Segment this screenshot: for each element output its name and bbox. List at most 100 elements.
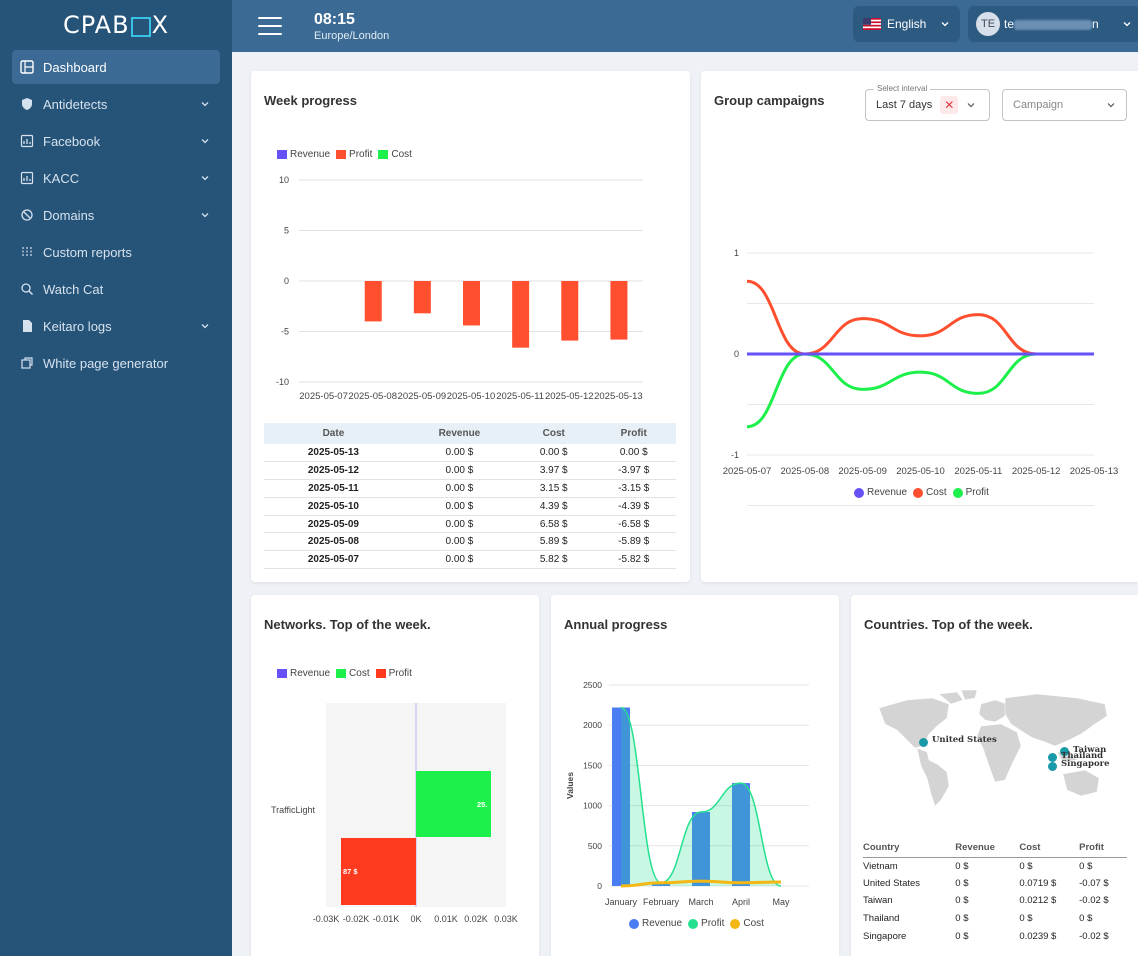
sidebar-item-keitaro-logs[interactable]: Keitaro logs [12,309,220,343]
user-menu[interactable]: TE te n [968,6,1138,42]
column-header[interactable]: Profit [1079,839,1127,858]
x-tick-label: 0K [410,914,421,924]
week-progress-card: Week progress Revenue Profit Cost 10 5 0 -5 -1… [251,71,690,582]
map-marker[interactable] [919,738,928,747]
table-cell: 0.00 $ [402,444,516,463]
table-cell: 2025-05-08 [264,532,403,552]
column-header[interactable]: Revenue [402,423,516,444]
x-tick-label: 2025-05-13 [1070,466,1119,477]
sidebar-item-watch-cat[interactable]: Watch Cat [12,272,220,306]
table-cell: -0.02 $ [1079,895,1109,907]
x-tick-label: 2025-05-10 [447,391,496,402]
clear-icon[interactable]: ✕ [940,96,959,114]
chevron-down-icon [201,324,209,329]
column-header[interactable]: Cost [1019,839,1080,858]
chevron-down-icon [967,103,975,108]
bar-revenue-3 [732,783,750,886]
table-cell: 0.00 $ [515,444,592,463]
table-row: Singapore 0 $ 0.0239 $ -0.02 $ [863,927,1127,945]
week-progress-title: Week progress [264,93,357,108]
sidebar-item-label: Keitaro logs [43,318,112,334]
chevron-down-icon [941,22,949,27]
column-header[interactable]: Cost [515,423,592,444]
legend-item-revenue[interactable]: Revenue [277,668,330,679]
sidebar-item-antidetects[interactable]: Antidetects [12,87,220,121]
legend-item-revenue[interactable]: Revenue [854,487,907,498]
legend-label: Revenue [290,668,331,679]
annual-progress-card: Annual progress 2500 2000 1500 1000 500 0 Valu… [551,595,839,956]
table-cell: 2025-05-13 [264,444,403,463]
sidebar-item-label: Antidetects [43,96,108,112]
page-generator-icon [21,357,33,369]
table-cell: 0 $ [955,913,969,925]
bar-profit-4 [512,281,530,348]
table-cell: 0 $ [1079,913,1093,925]
legend-item-revenue[interactable]: Revenue [629,918,682,929]
series-line-cost [746,279,1094,356]
column-header[interactable]: Country [863,839,956,858]
legend-item-cost[interactable]: Cost [378,149,412,160]
y-axis-label: Values [565,772,575,799]
legend-item-profit[interactable]: Profit [375,668,412,679]
legend-label: Revenue [867,487,908,498]
table-cell: -0.02 $ [1079,930,1109,942]
annual-progress-legend: Revenue Profit Cost [629,918,770,929]
sidebar: CPAB X Dashboard Antidetects Facebook KACC D… [0,0,232,956]
legend-swatch [629,918,639,929]
sidebar-item-custom-reports[interactable]: Custom reports [12,235,220,269]
legend-item-cost[interactable]: Cost [913,487,947,498]
bar-profit-6 [610,281,628,340]
map-marker[interactable] [1048,762,1057,771]
x-tick-label: April [732,897,750,907]
column-header[interactable]: Profit [591,423,676,444]
legend-label: Cost [743,918,764,929]
bar-revenue-2 [692,812,710,886]
legend-swatch [277,150,287,159]
legend-item-profit[interactable]: Profit [952,487,989,498]
table-row: 2025-05-11 0.00 $3.15 $ -3.15 $ [264,479,676,498]
table-cell: 3.15 $ [515,479,592,498]
table-cell: 0.00 $ [402,532,516,552]
table-cell: 2025-05-07 [264,550,403,570]
table-cell: 4.39 $ [515,497,592,516]
menu-toggle-icon[interactable] [258,17,282,35]
y-tick-label: 2000 [583,720,602,730]
user-name-suffix: n [1092,17,1099,31]
logo[interactable]: CPAB X [0,0,232,50]
sidebar-item-white-page-generator[interactable]: White page generator [12,346,220,380]
campaign-select[interactable]: Campaign [1002,89,1127,121]
column-header[interactable]: Revenue [955,839,1020,858]
legend-item-cost[interactable]: Cost [730,918,764,929]
legend-item-profit[interactable]: Profit [336,149,372,160]
legend-label: Cost [926,487,947,498]
sidebar-item-dashboard[interactable]: Dashboard [12,50,220,84]
language-select[interactable]: English [853,6,960,42]
table-cell: -3.15 $ [591,479,676,498]
y-tick-label: -5 [281,327,289,337]
legend-item-profit[interactable]: Profit [688,918,724,929]
sidebar-item-facebook[interactable]: Facebook [12,124,220,158]
sidebar-item-label: Facebook [43,133,101,149]
x-tick-label: -0.01K [373,914,400,924]
legend-label: Profit [701,918,725,929]
logo-text-right: X [151,11,170,39]
map-marker[interactable] [1060,747,1069,756]
x-tick-label: 2025-05-09 [398,391,447,402]
bar-profit [341,838,416,905]
map-marker[interactable] [1048,753,1057,762]
sidebar-item-kacc[interactable]: KACC [12,161,220,195]
campaign-placeholder: Campaign [1013,99,1064,111]
table-cell: 0 $ [1079,860,1093,872]
column-header[interactable]: Date [264,423,403,444]
legend-item-revenue[interactable]: Revenue [277,149,330,160]
x-tick-label: 2025-05-12 [1012,466,1061,477]
table-cell: 0 $ [955,895,969,907]
sidebar-item-domains[interactable]: Domains [12,198,220,232]
interval-select[interactable]: Select interval Last 7 days ✕ [865,84,990,121]
clock: 08:15 Europe/London [314,10,389,42]
x-tick-label: 2025-05-08 [348,391,397,402]
legend-item-cost[interactable]: Cost [336,668,370,679]
table-cell: 6.58 $ [515,515,592,534]
legend-swatch [375,669,386,678]
interval-value: Last 7 days [876,99,933,111]
